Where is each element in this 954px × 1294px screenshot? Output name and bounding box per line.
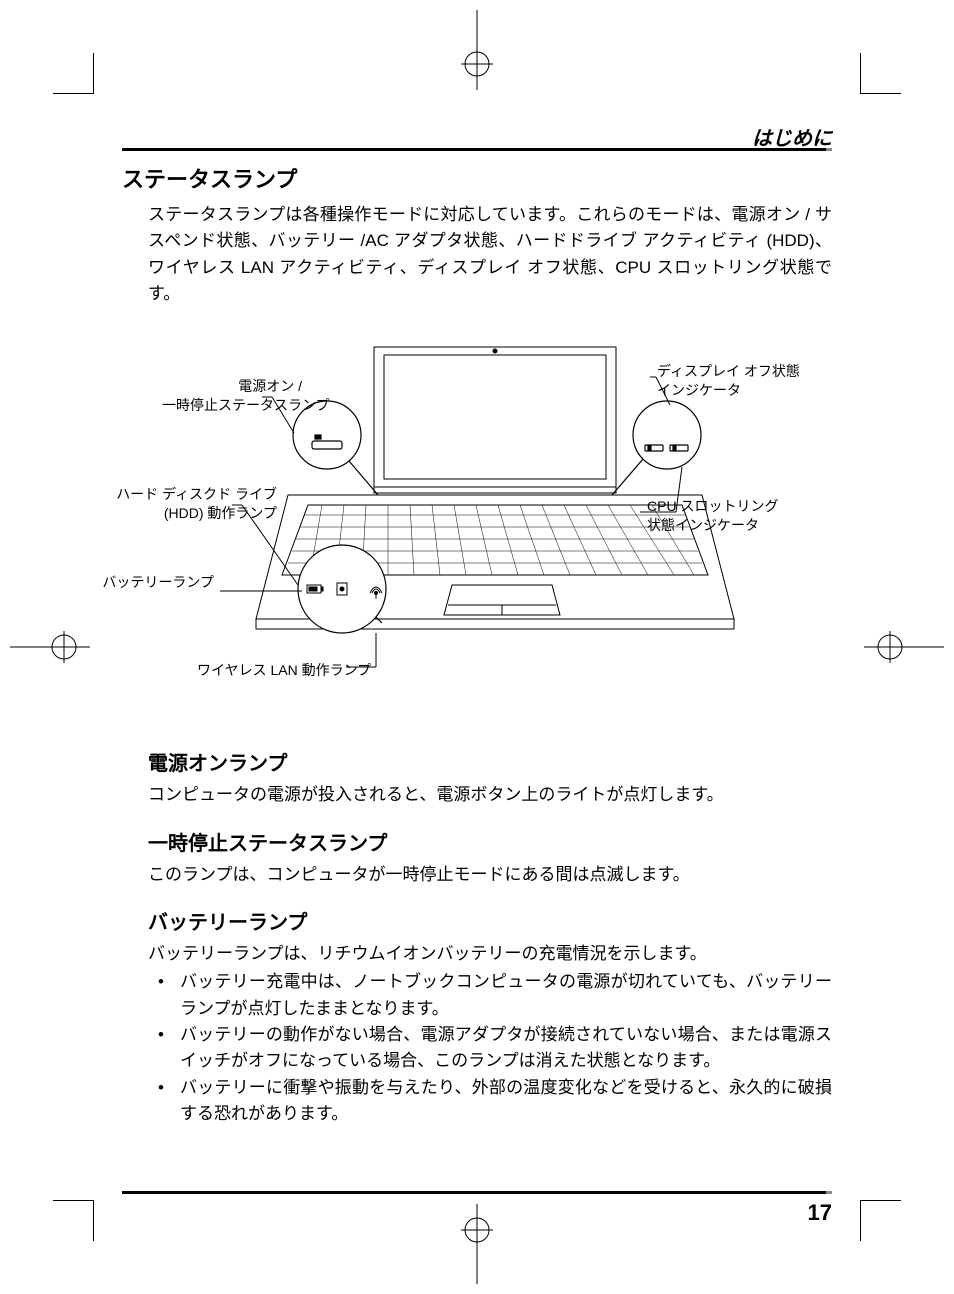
crop-mark-tr xyxy=(860,53,901,94)
reg-bottom xyxy=(457,1204,497,1284)
fig-label-display: ディスプレイ オフ状態 インジケータ xyxy=(657,362,800,400)
header-label: はじめに xyxy=(752,122,832,151)
section-title-status: ステータスランプ xyxy=(122,162,832,194)
reg-left xyxy=(10,627,90,667)
crop-mark-bl xyxy=(53,1200,94,1241)
crop-mark-br xyxy=(860,1200,901,1241)
header-rule xyxy=(122,148,832,151)
section-para-power: コンピュータの電源が投入されると、電源ボタン上のライトが点灯します。 xyxy=(148,782,832,808)
laptop-diagram: 電源オン / 一時停止ステータスランプ ハード ディスクド ライブ (HDD) … xyxy=(122,337,832,707)
fig-label-power: 電源オン / 一時停止ステータスランプ xyxy=(162,377,302,415)
section-para-suspend: このランプは、コンピュータが一時停止モードにある間は点滅します。 xyxy=(148,862,832,888)
footer-rule xyxy=(122,1191,832,1194)
section-title-battery: バッテリーランプ xyxy=(148,906,832,935)
list-item: バッテリーの動作がない場合、電源アダプタが接続されていない場合、または電源スイッ… xyxy=(148,1022,832,1075)
section-title-suspend: 一時停止ステータスランプ xyxy=(148,827,832,856)
section-para-status: ステータスランプは各種操作モードに対応しています。これらのモードは、電源オン /… xyxy=(148,202,832,307)
battery-bullets: バッテリー充電中は、ノートブックコンピュータの電源が切れていても、バッテリーラン… xyxy=(148,969,832,1127)
page-number: 17 xyxy=(808,1200,832,1226)
list-item: バッテリー充電中は、ノートブックコンピュータの電源が切れていても、バッテリーラン… xyxy=(148,969,832,1022)
section-title-power: 電源オンランプ xyxy=(148,747,832,776)
section-para-battery: バッテリーランプは、リチウムイオンバッテリーの充電情況を示します。 xyxy=(148,941,832,967)
fig-label-cpu: CPU スロットリング 状態インジケータ xyxy=(647,497,778,535)
fig-label-wlan: ワイヤレス LAN 動作ランプ xyxy=(197,661,371,680)
fig-label-hdd: ハード ディスクド ライブ (HDD) 動作ランプ xyxy=(112,485,277,523)
fig-label-battery: バッテリーランプ xyxy=(102,573,214,592)
reg-top xyxy=(457,10,497,90)
crop-mark-tl xyxy=(53,53,94,94)
reg-right xyxy=(864,627,944,667)
list-item: バッテリーに衝撃や振動を与えたり、外部の温度変化などを受けると、永久的に破損する… xyxy=(148,1075,832,1128)
page-content: ステータスランプ ステータスランプは各種操作モードに対応しています。これらのモー… xyxy=(122,158,832,1127)
